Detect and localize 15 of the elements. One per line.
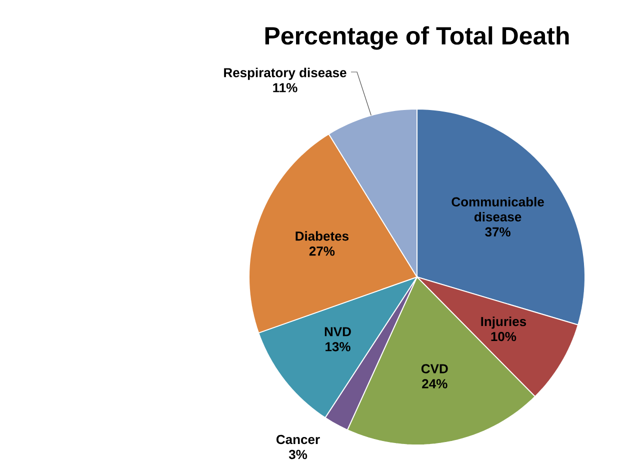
chart-title: Percentage of Total Death	[265, 26, 569, 50]
slice-label: CVD	[421, 364, 448, 374]
data-label: 11%	[273, 83, 298, 92]
slice-label: NVD	[324, 327, 351, 336]
data-label: 10%	[491, 332, 516, 342]
data-label: 27%	[309, 246, 335, 256]
data-label: 24%	[422, 379, 448, 388]
data-label: 37%	[485, 227, 510, 237]
slice-label: Injuries	[481, 316, 526, 329]
slice-label: Communicable disease	[452, 196, 544, 222]
slice-label: Cancer	[276, 434, 320, 444]
slice-label: Diabetes	[296, 231, 349, 241]
data-label: 13%	[326, 342, 350, 352]
data-label: 3%	[288, 450, 308, 460]
slice-label: Respiratory disease	[224, 68, 346, 80]
